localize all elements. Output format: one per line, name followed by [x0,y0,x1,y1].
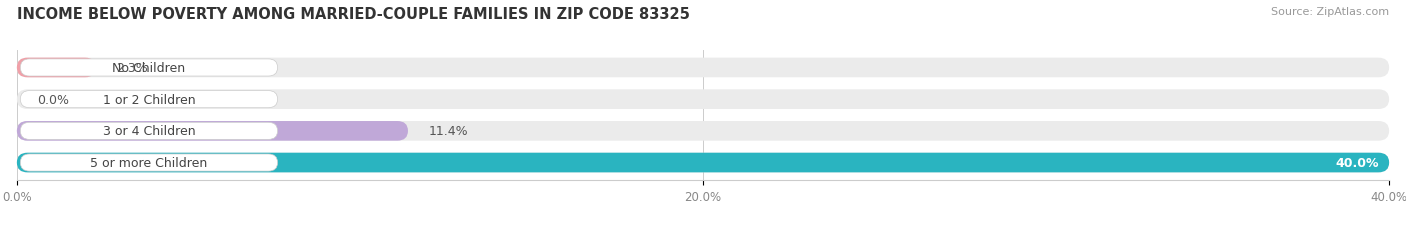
Text: 3 or 4 Children: 3 or 4 Children [103,125,195,138]
Text: 2.3%: 2.3% [117,62,148,75]
FancyBboxPatch shape [17,58,1389,78]
Text: No Children: No Children [112,62,186,75]
FancyBboxPatch shape [17,153,1389,173]
Text: 0.0%: 0.0% [38,93,69,106]
FancyBboxPatch shape [17,153,1389,173]
FancyBboxPatch shape [20,154,277,171]
FancyBboxPatch shape [17,122,408,141]
Text: INCOME BELOW POVERTY AMONG MARRIED-COUPLE FAMILIES IN ZIP CODE 83325: INCOME BELOW POVERTY AMONG MARRIED-COUPL… [17,7,690,22]
FancyBboxPatch shape [20,91,277,108]
FancyBboxPatch shape [17,90,1389,109]
Text: 1 or 2 Children: 1 or 2 Children [103,93,195,106]
FancyBboxPatch shape [17,122,1389,141]
FancyBboxPatch shape [20,60,277,77]
Text: 5 or more Children: 5 or more Children [90,156,208,169]
Text: Source: ZipAtlas.com: Source: ZipAtlas.com [1271,7,1389,17]
Text: 11.4%: 11.4% [429,125,468,138]
Text: 40.0%: 40.0% [1336,156,1379,169]
FancyBboxPatch shape [20,123,277,140]
FancyBboxPatch shape [17,58,96,78]
